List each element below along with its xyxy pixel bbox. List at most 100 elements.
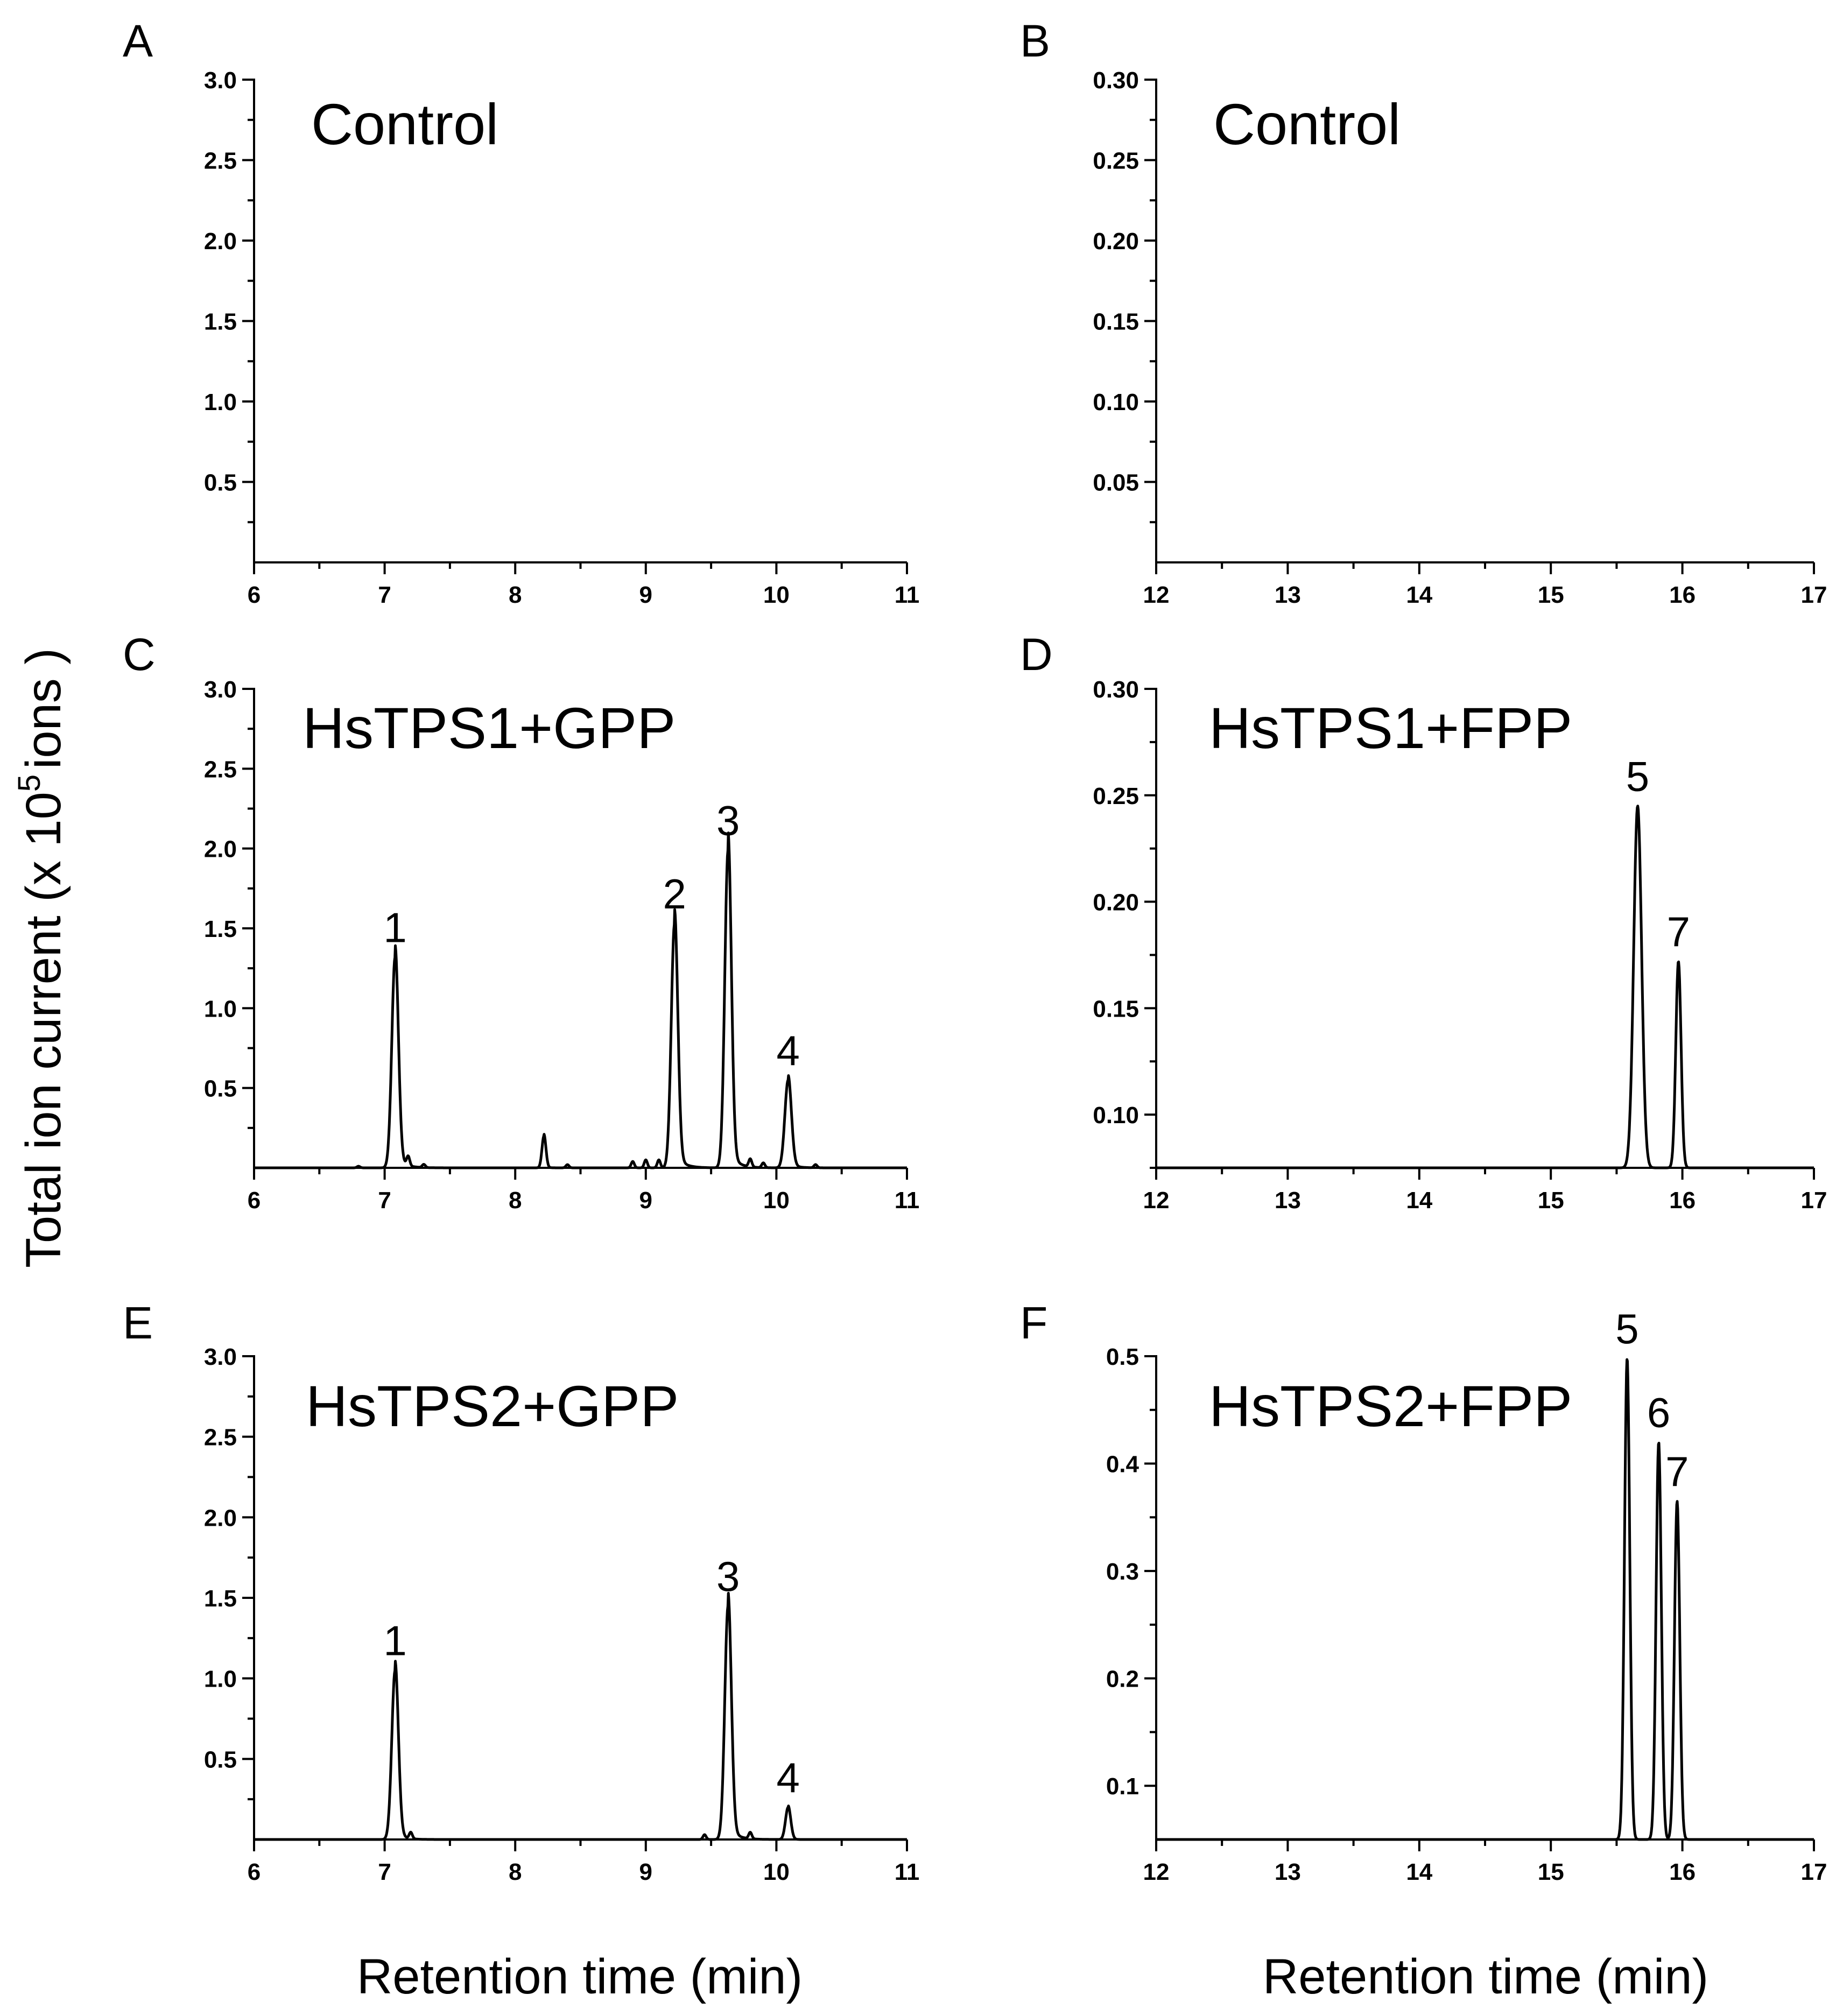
x-tick-label: 9 [639, 1187, 652, 1214]
x-tick-label: 15 [1538, 1187, 1564, 1214]
x-tick-label: 9 [639, 1859, 652, 1885]
y-tick-label: 2.5 [204, 756, 237, 783]
x-tick-label: 10 [763, 582, 790, 608]
x-tick-label: 8 [509, 1859, 522, 1885]
panel-d: D 12 13 14 15 16 17 0.10 0.15 0.20 0.25 0.30 HsTPS1+… [1020, 629, 1827, 1214]
panel-title: HsTPS1+GPP [303, 695, 676, 760]
panel-title: Control [1213, 91, 1401, 157]
panel-letter: E [123, 1298, 153, 1348]
y-tick-label: 1.5 [204, 1585, 237, 1612]
y-tick-label: 3.0 [204, 1344, 237, 1370]
chromatogram-trace [253, 831, 908, 1169]
x-tick-label: 7 [378, 582, 391, 608]
x-tick-label: 13 [1275, 582, 1301, 608]
x-tick-label: 13 [1275, 1859, 1301, 1885]
x-tick-label: 7 [378, 1859, 391, 1885]
x-tick-label: 6 [248, 1187, 261, 1214]
panel-f: F 12 13 14 15 16 17 0.1 0.2 0.3 0.4 0.5 HsTPS2+FPP 56… [1020, 1298, 1827, 1885]
panel-title: HsTPS2+FPP [1209, 1373, 1572, 1439]
panel-c: C 6 7 8 9 10 11 0.5 1.0 1.5 2.0 2.5 3.0 HsTPS1+GPP 1 23… [123, 629, 919, 1214]
x-tick-label: 12 [1143, 582, 1170, 608]
x-tick-label: 16 [1669, 582, 1696, 608]
x-tick-label: 14 [1406, 1859, 1432, 1885]
y-tick-label: 0.5 [204, 1746, 237, 1773]
y-tick-label: 3.0 [204, 676, 237, 703]
y-tick-label: 1.5 [204, 916, 237, 942]
y-tick-label: 0.30 [1093, 67, 1139, 94]
x-tick-label: 15 [1538, 582, 1564, 608]
panel-e: E 6 7 8 9 10 11 0.5 1.0 1.5 2.0 2.5 3.0 HsTPS2+GPP 1 3 4 [123, 1298, 919, 1885]
y-tick-label: 0.5 [204, 1076, 237, 1102]
x-axis-title-right: Retention time (min) [1263, 1949, 1708, 2004]
y-tick-label: 0.10 [1093, 389, 1139, 415]
x-tick-label: 8 [509, 1187, 522, 1214]
panel-letter: A [123, 16, 153, 66]
y-tick-label: 0.30 [1093, 676, 1139, 703]
chromatogram-trace [253, 1591, 908, 1841]
x-tick-label: 12 [1143, 1859, 1170, 1885]
x-tick-label: 6 [248, 582, 261, 608]
y-tick-label: 2.5 [204, 148, 237, 174]
chromatogram-trace [1155, 1358, 1815, 1841]
peak-label: 1 [383, 1617, 406, 1665]
panel-letter: B [1020, 16, 1050, 66]
x-tick-label: 17 [1801, 1859, 1827, 1885]
y-tick-label: 2.5 [204, 1425, 237, 1451]
x-tick-label: 16 [1669, 1859, 1696, 1885]
y-tick-label: 0.2 [1106, 1666, 1139, 1693]
y-tick-label: 0.4 [1106, 1451, 1139, 1478]
y-tick-label: 2.0 [204, 836, 237, 863]
panel-letter: D [1020, 629, 1053, 680]
x-tick-label: 12 [1143, 1187, 1170, 1214]
y-tick-label: 2.0 [204, 228, 237, 255]
y-tick-label: 0.20 [1093, 890, 1139, 916]
x-tick-label: 10 [763, 1187, 790, 1214]
y-tick-label: 0.1 [1106, 1773, 1139, 1800]
y-tick-label: 0.25 [1093, 148, 1139, 174]
y-tick-label: 0.15 [1093, 996, 1139, 1022]
y-tick-label: 0.05 [1093, 470, 1139, 496]
peak-label: 1 [383, 904, 406, 951]
y-tick-label: 3.0 [204, 67, 237, 94]
peak-label: 3 [716, 1553, 740, 1600]
x-tick-label: 10 [763, 1859, 790, 1885]
y-axis-title-exponent: 5 [12, 774, 47, 792]
panel-b: B 12 13 14 15 16 17 0.05 0.10 0.15 0.20 0.25 0.30 Con… [1020, 16, 1827, 608]
x-tick-label: 16 [1669, 1187, 1696, 1214]
peak-label: 7 [1667, 908, 1690, 955]
y-tick-label: 0.5 [1106, 1344, 1139, 1370]
y-tick-label: 2.0 [204, 1505, 237, 1531]
x-tick-label: 14 [1406, 1187, 1432, 1214]
x-tick-label: 14 [1406, 582, 1432, 608]
x-tick-label: 6 [248, 1859, 261, 1885]
panel-title: HsTPS1+FPP [1209, 695, 1572, 760]
panel-a: A 6 7 8 9 10 11 0.5 1.0 1.5 2.0 2.5 3.0 Control [123, 16, 919, 608]
peak-label: 5 [1615, 1305, 1638, 1352]
y-tick-label: 1.0 [204, 389, 237, 415]
panel-letter: F [1020, 1298, 1047, 1348]
y-axis-title-main: Total ion current (x 10 [16, 792, 71, 1268]
y-tick-label: 1.0 [204, 1666, 237, 1693]
peak-label: 7 [1665, 1448, 1689, 1495]
y-tick-label: 1.0 [204, 996, 237, 1022]
peak-label: 4 [777, 1754, 800, 1801]
peak-label: 3 [716, 797, 740, 844]
x-tick-label: 17 [1801, 582, 1827, 608]
peak-label: 4 [777, 1027, 800, 1074]
y-tick-label: 0.3 [1106, 1559, 1139, 1585]
y-tick-label: 0.20 [1093, 228, 1139, 255]
x-tick-label: 7 [378, 1187, 391, 1214]
x-tick-label: 15 [1538, 1859, 1564, 1885]
chromatogram-trace [1155, 805, 1815, 1169]
peak-label: 2 [663, 870, 686, 918]
x-tick-label: 11 [895, 582, 920, 608]
panel-letter: C [123, 629, 156, 680]
y-tick-label: 0.5 [204, 470, 237, 496]
y-tick-label: 0.10 [1093, 1102, 1139, 1129]
x-tick-label: 11 [895, 1187, 920, 1214]
y-tick-label: 0.25 [1093, 783, 1139, 809]
panel-title: HsTPS2+GPP [306, 1373, 679, 1439]
y-axis-title-end: ions ) [16, 648, 71, 769]
